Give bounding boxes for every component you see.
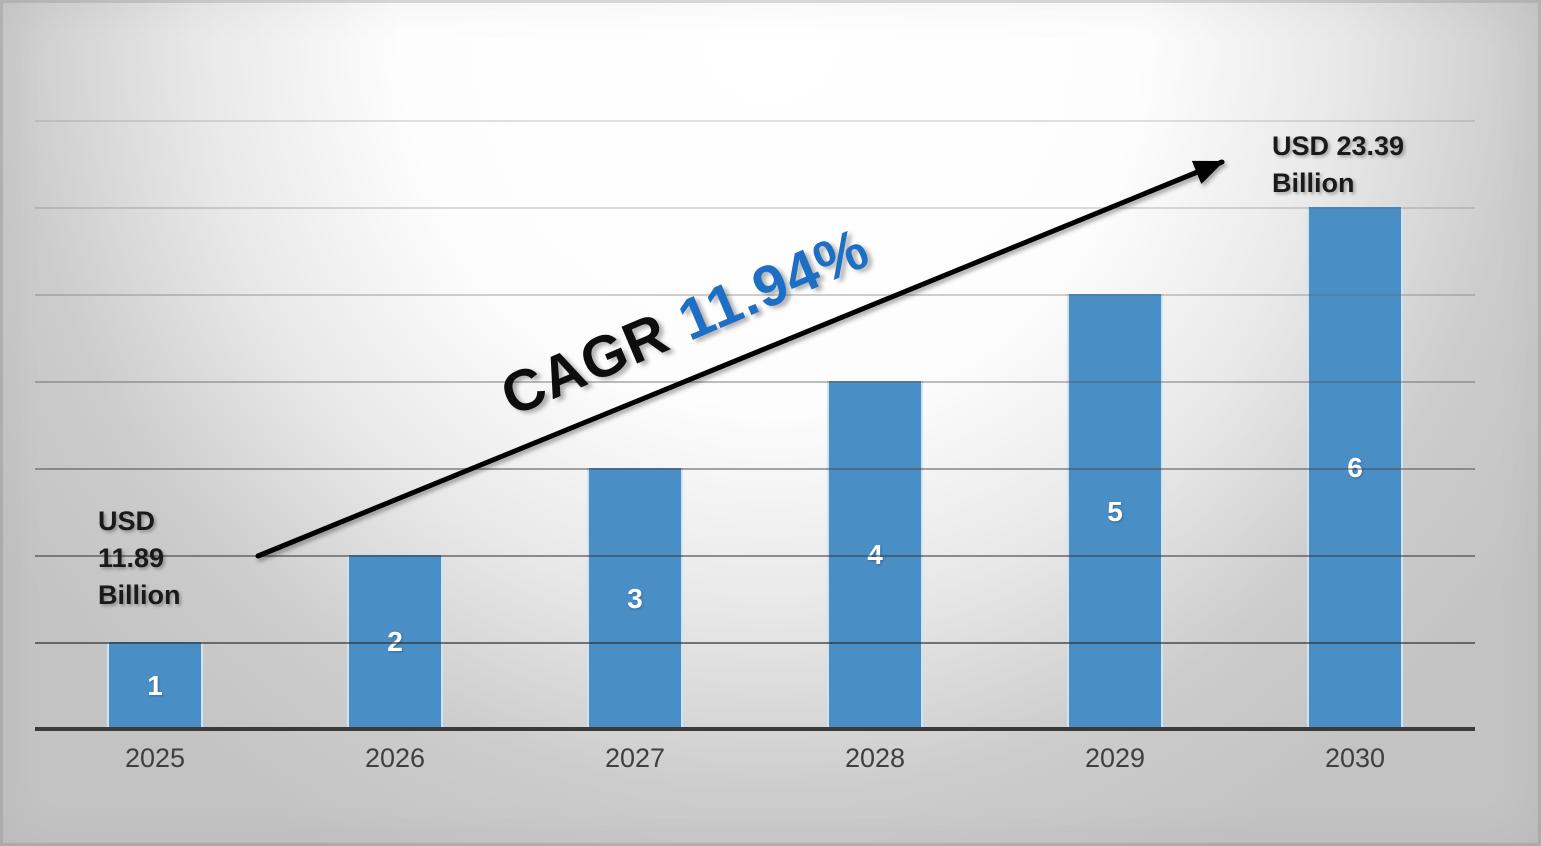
bar-value-label: 3 [627, 582, 643, 614]
bar-2029: 5 [1067, 294, 1163, 729]
bar-2025: 1 [107, 642, 203, 729]
gridline [35, 642, 1475, 644]
end-value-annotation: USD 23.39 Billion [1272, 128, 1404, 202]
bar-value-label: 1 [147, 669, 163, 701]
start-value-annotation: USD 11.89 Billion [98, 503, 181, 614]
gridline [35, 555, 1475, 557]
bar-value-label: 2 [387, 626, 403, 658]
x-tick-2026: 2026 [364, 743, 426, 773]
bar-value-label: 5 [1107, 495, 1123, 527]
cagr-label: CAGR [491, 300, 679, 429]
end-value-line: USD 23.39 [1272, 131, 1405, 161]
gridline [35, 468, 1475, 470]
start-value-line: Billion [98, 580, 181, 610]
cagr-annotation: CAGR11.94% [491, 215, 879, 430]
gridline [35, 381, 1475, 383]
bar-2027: 3 [587, 468, 683, 729]
x-tick-2030: 2030 [1324, 743, 1386, 773]
x-tick-2029: 2029 [1084, 743, 1146, 773]
gridline [35, 207, 1475, 209]
x-tick-2025: 2025 [124, 743, 186, 773]
x-tick-2027: 2027 [604, 743, 666, 773]
cagr-value: 11.94% [669, 215, 879, 354]
end-value-line: Billion [1272, 168, 1355, 198]
gridline [35, 120, 1475, 122]
x-axis-line [35, 727, 1475, 731]
bar-value-label: 6 [1347, 452, 1363, 483]
x-tick-2028: 2028 [844, 743, 906, 773]
start-value-line: 11.89 [98, 543, 165, 573]
start-value-line: USD [98, 506, 156, 536]
